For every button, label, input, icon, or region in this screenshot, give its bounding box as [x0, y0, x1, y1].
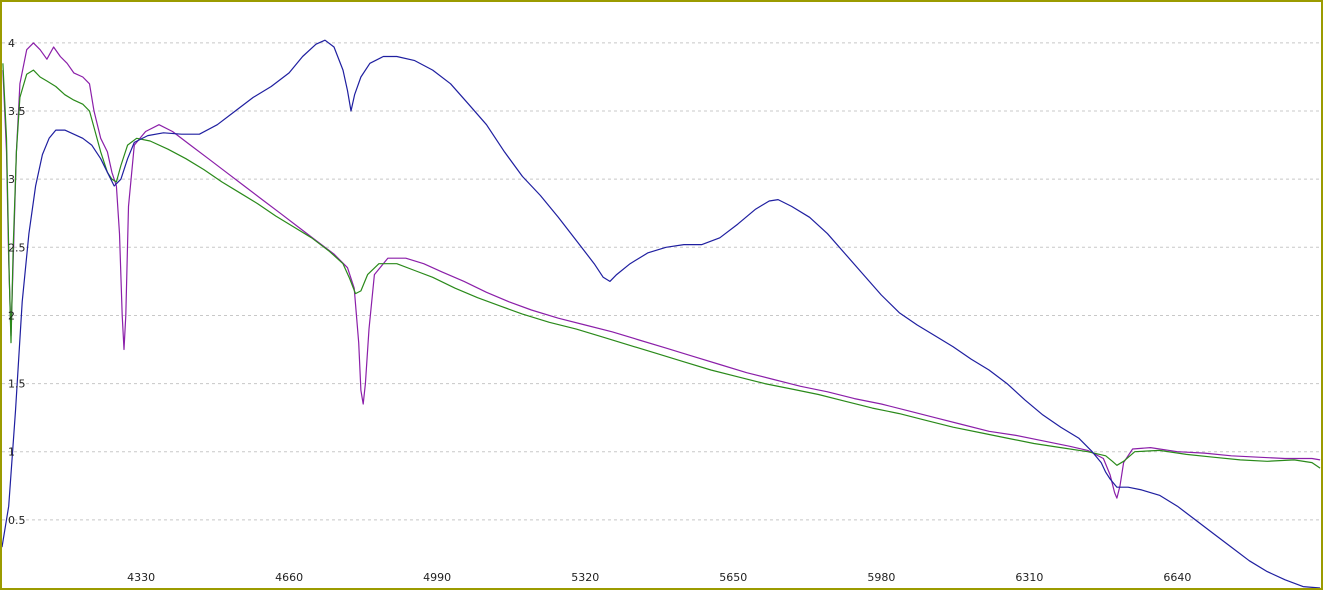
x-tick-label: 4660: [275, 571, 303, 584]
y-tick-label: 0.5: [8, 514, 26, 527]
y-tick-label: 3.5: [8, 105, 26, 118]
series-line-2: [2, 63, 1321, 469]
x-tick-label: 5650: [719, 571, 747, 584]
x-tick-label: 5980: [867, 571, 895, 584]
series-lines: [1, 39, 1321, 589]
y-tick-label: 2: [8, 309, 15, 322]
gridlines: [2, 42, 1321, 521]
y-tick-label: 4: [8, 37, 15, 50]
y-tick-label: 1.5: [8, 378, 26, 391]
y-tick-label: 1: [8, 446, 15, 459]
y-tick-label: 3: [8, 173, 15, 186]
x-tick-labels: 4330 4660 4990 5320 5650 5980 6310 6640: [127, 571, 1191, 584]
series-line-1: [2, 42, 1321, 499]
x-tick-label: 5320: [571, 571, 599, 584]
y-tick-labels: 0.5 1 1.5 2 2.5 3 3.5 4: [8, 37, 26, 527]
x-tick-label: 6310: [1015, 571, 1043, 584]
x-tick-label: 4990: [423, 571, 451, 584]
x-tick-label: 6640: [1163, 571, 1191, 584]
x-tick-label: 4330: [127, 571, 155, 584]
series-line-3: [1, 39, 1321, 589]
y-tick-label: 2.5: [8, 241, 26, 254]
